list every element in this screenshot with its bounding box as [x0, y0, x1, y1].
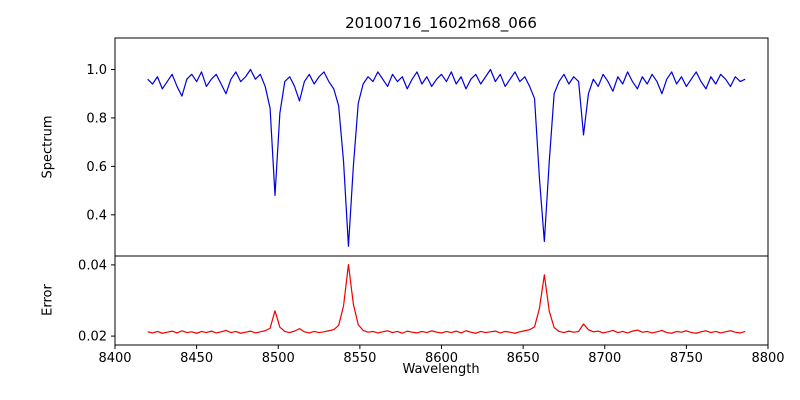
x-tick-label: 8550: [343, 351, 376, 366]
x-tick-label: 8400: [98, 351, 131, 366]
y-tick-label: 0.4: [86, 208, 107, 223]
x-axis-label: Wavelength: [402, 362, 480, 377]
error-line: [147, 263, 746, 334]
x-tick-label: 8650: [507, 351, 540, 366]
x-tick-label: 8800: [751, 351, 784, 366]
y-tick-label: 0.6: [86, 160, 107, 175]
x-tick-label: 8600: [425, 351, 458, 366]
axes-frame-spectrum: [114, 37, 769, 257]
x-tick-label: 8450: [180, 351, 213, 366]
x-tick-label: 8500: [262, 351, 295, 366]
y-tick-label: 0.02: [78, 330, 107, 345]
y-tick-label: 0.8: [86, 111, 107, 126]
figure-title: 20100716_1602m68_066: [345, 14, 537, 32]
y-tick-label: 1.0: [86, 63, 107, 78]
x-tick-label: 8750: [670, 351, 703, 366]
x-tick-label: 8700: [588, 351, 621, 366]
y-tick-label: 0.04: [78, 258, 107, 273]
spectrum-line: [147, 68, 746, 247]
